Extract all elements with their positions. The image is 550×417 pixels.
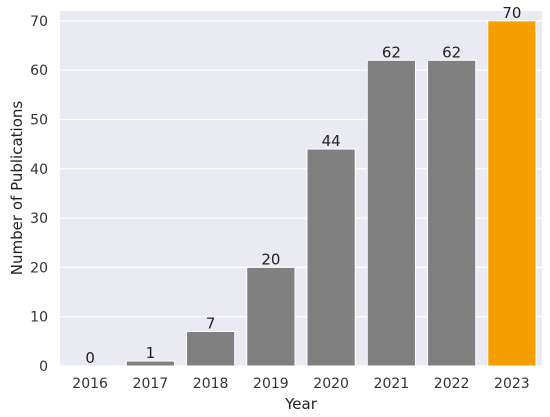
y-tick-label: 40 (30, 162, 48, 178)
bar-2021 (366, 59, 416, 367)
x-axis-title: Year (284, 395, 318, 413)
bar-2023 (487, 20, 537, 367)
bar-2018 (186, 330, 236, 367)
value-label-2019: 20 (261, 250, 280, 268)
bars (125, 20, 537, 367)
value-label-2022: 62 (442, 43, 461, 61)
y-tick-labels: 0 10 20 30 40 50 60 70 (30, 14, 48, 375)
value-label-2021: 62 (382, 43, 401, 61)
y-axis-title: Number of Publications (8, 101, 26, 276)
y-tick-label: 60 (30, 63, 48, 79)
y-tick-label: 30 (30, 211, 48, 227)
y-tick-label: 10 (30, 310, 48, 326)
value-labels: 0 1 7 20 44 62 62 70 (85, 4, 521, 367)
x-tick-label-2016: 2016 (72, 376, 108, 392)
x-tick-label-2020: 2020 (313, 376, 349, 392)
value-label-2023: 70 (502, 4, 521, 22)
bar-2019 (246, 266, 296, 367)
bar-2020 (306, 148, 356, 367)
y-tick-label: 0 (39, 359, 48, 375)
value-label-2016: 0 (85, 349, 95, 367)
x-tick-label-2018: 2018 (193, 376, 229, 392)
value-label-2020: 44 (322, 132, 341, 150)
y-tick-label: 20 (30, 260, 48, 276)
x-tick-label-2022: 2022 (434, 376, 470, 392)
x-tick-label-2019: 2019 (253, 376, 289, 392)
y-tick-label: 50 (30, 112, 48, 128)
x-tick-labels: 2016 2017 2018 2019 2020 2021 2022 2023 (72, 376, 529, 392)
value-label-2018: 7 (206, 314, 216, 332)
x-tick-label-2023: 2023 (494, 376, 530, 392)
value-label-2017: 1 (146, 344, 156, 362)
x-tick-label-2017: 2017 (133, 376, 169, 392)
bar-2017 (125, 360, 175, 367)
x-tick-label-2021: 2021 (374, 376, 410, 392)
y-tick-label: 70 (30, 14, 48, 30)
bar-2022 (427, 59, 477, 367)
